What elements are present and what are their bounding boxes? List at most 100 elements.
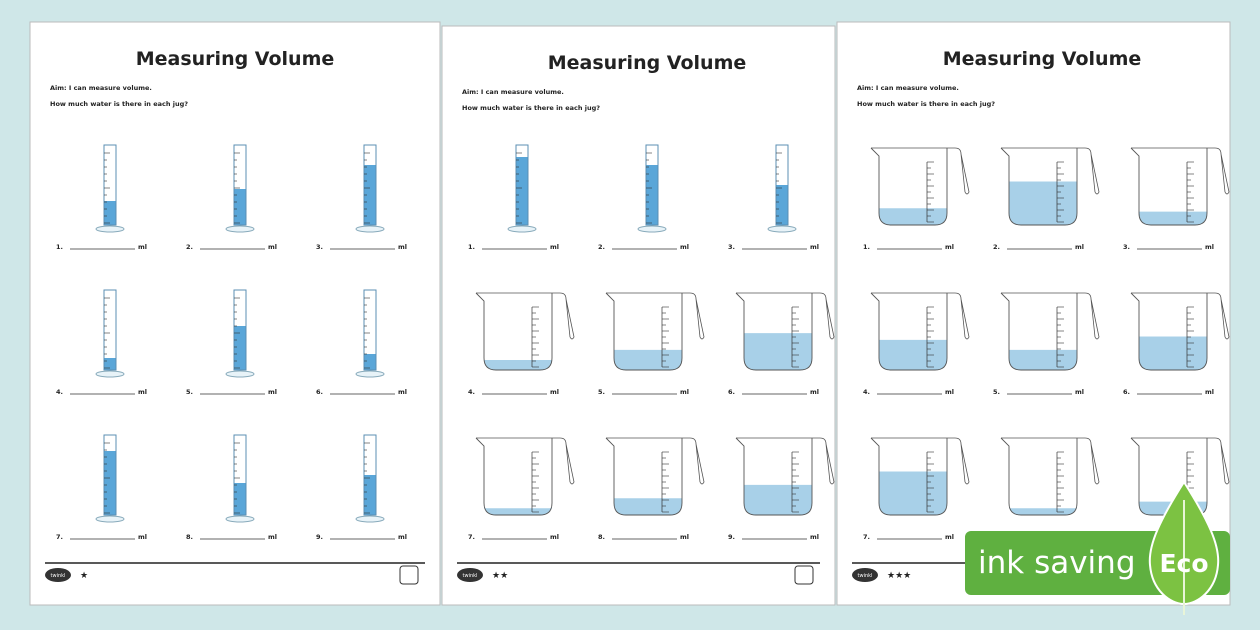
worksheet: Measuring Volume Aim: I can measure volum… bbox=[441, 25, 836, 606]
jug bbox=[870, 147, 948, 226]
jug-handle bbox=[1131, 147, 1230, 195]
jug bbox=[475, 437, 553, 516]
unit: ml bbox=[268, 388, 277, 396]
jug-handle bbox=[736, 437, 835, 485]
jug-handle bbox=[1001, 292, 1100, 340]
logo-cloud bbox=[45, 568, 71, 582]
jug-handle bbox=[1131, 437, 1230, 485]
jug-handle bbox=[871, 292, 970, 340]
water bbox=[614, 349, 682, 370]
question-number: 5. bbox=[598, 388, 605, 396]
question-number: 2. bbox=[993, 243, 1000, 251]
unit: ml bbox=[810, 533, 819, 541]
question-number: 1. bbox=[468, 243, 475, 251]
question-number: 3. bbox=[1123, 243, 1130, 251]
unit: ml bbox=[138, 388, 147, 396]
water bbox=[1009, 349, 1077, 370]
unit: ml bbox=[1075, 243, 1084, 251]
cylinder-base bbox=[637, 225, 667, 233]
unit: ml bbox=[1075, 388, 1084, 396]
jug-handle bbox=[1131, 292, 1230, 340]
question-number: 3. bbox=[316, 243, 323, 251]
worksheet: Measuring Volume Aim: I can measure volum… bbox=[29, 21, 441, 606]
water bbox=[879, 208, 947, 225]
unit: ml bbox=[138, 533, 147, 541]
cylinder-base bbox=[95, 225, 125, 233]
cylinder bbox=[645, 144, 659, 226]
water bbox=[234, 326, 246, 370]
badge-text: ink saving bbox=[978, 545, 1136, 581]
cylinder-base bbox=[355, 370, 385, 378]
question-number: 4. bbox=[56, 388, 63, 396]
unit: ml bbox=[810, 388, 819, 396]
question-number: 6. bbox=[316, 388, 323, 396]
question-number: 7. bbox=[468, 533, 475, 541]
water bbox=[879, 471, 947, 515]
unit: ml bbox=[945, 243, 954, 251]
water bbox=[1139, 336, 1207, 370]
water bbox=[364, 354, 376, 370]
unit: ml bbox=[398, 388, 407, 396]
question-number: 5. bbox=[993, 388, 1000, 396]
unit: ml bbox=[398, 243, 407, 251]
unit: ml bbox=[138, 243, 147, 251]
cylinder bbox=[233, 144, 247, 226]
jug-handle bbox=[476, 292, 575, 340]
cylinder bbox=[233, 434, 247, 516]
question-number: 5. bbox=[186, 388, 193, 396]
water bbox=[234, 189, 246, 225]
cylinder-base bbox=[225, 225, 255, 233]
jug bbox=[1000, 437, 1078, 516]
water bbox=[104, 201, 116, 225]
sheet bbox=[441, 25, 836, 606]
cylinder-base bbox=[507, 225, 537, 233]
jug bbox=[870, 437, 948, 516]
question-number: 3. bbox=[728, 243, 735, 251]
title: Measuring Volume bbox=[548, 52, 747, 74]
cylinder bbox=[363, 289, 377, 371]
jug bbox=[475, 292, 553, 371]
aim: Aim: I can measure volume. bbox=[50, 84, 152, 92]
cylinder bbox=[103, 144, 117, 226]
jug bbox=[735, 292, 813, 371]
water bbox=[646, 165, 658, 225]
cylinder-base bbox=[355, 515, 385, 523]
cylinder bbox=[103, 434, 117, 516]
water bbox=[104, 451, 116, 515]
water bbox=[776, 185, 788, 225]
question-number: 8. bbox=[598, 533, 605, 541]
unit: ml bbox=[945, 533, 954, 541]
jug bbox=[605, 292, 683, 371]
unit: ml bbox=[680, 388, 689, 396]
unit: ml bbox=[268, 533, 277, 541]
logo: twinkl bbox=[51, 573, 66, 579]
rating: ★★★ bbox=[887, 571, 911, 581]
question-number: 2. bbox=[186, 243, 193, 251]
rating: ★ bbox=[80, 571, 88, 581]
worksheet: Measuring Volume Aim: I can measure volum… bbox=[836, 21, 1231, 606]
unit: ml bbox=[1205, 243, 1214, 251]
unit: ml bbox=[550, 388, 559, 396]
question: How much water is there in each jug? bbox=[462, 104, 600, 112]
jug bbox=[1130, 292, 1208, 371]
jug-handle bbox=[1001, 147, 1100, 195]
question-number: 9. bbox=[316, 533, 323, 541]
water bbox=[744, 333, 812, 370]
question-number: 8. bbox=[186, 533, 193, 541]
jug bbox=[870, 292, 948, 371]
jug bbox=[605, 437, 683, 516]
question-number: 7. bbox=[56, 533, 63, 541]
cylinder bbox=[515, 144, 529, 226]
rating: ★★ bbox=[492, 571, 508, 581]
water bbox=[614, 498, 682, 515]
unit: ml bbox=[398, 533, 407, 541]
title: Measuring Volume bbox=[136, 48, 335, 70]
cylinder-base bbox=[225, 515, 255, 523]
question: How much water is there in each jug? bbox=[50, 100, 188, 108]
cylinder bbox=[775, 144, 789, 226]
question: How much water is there in each jug? bbox=[857, 100, 995, 108]
unit: ml bbox=[1205, 388, 1214, 396]
cylinder-base bbox=[95, 370, 125, 378]
eco: Eco bbox=[1159, 549, 1208, 578]
